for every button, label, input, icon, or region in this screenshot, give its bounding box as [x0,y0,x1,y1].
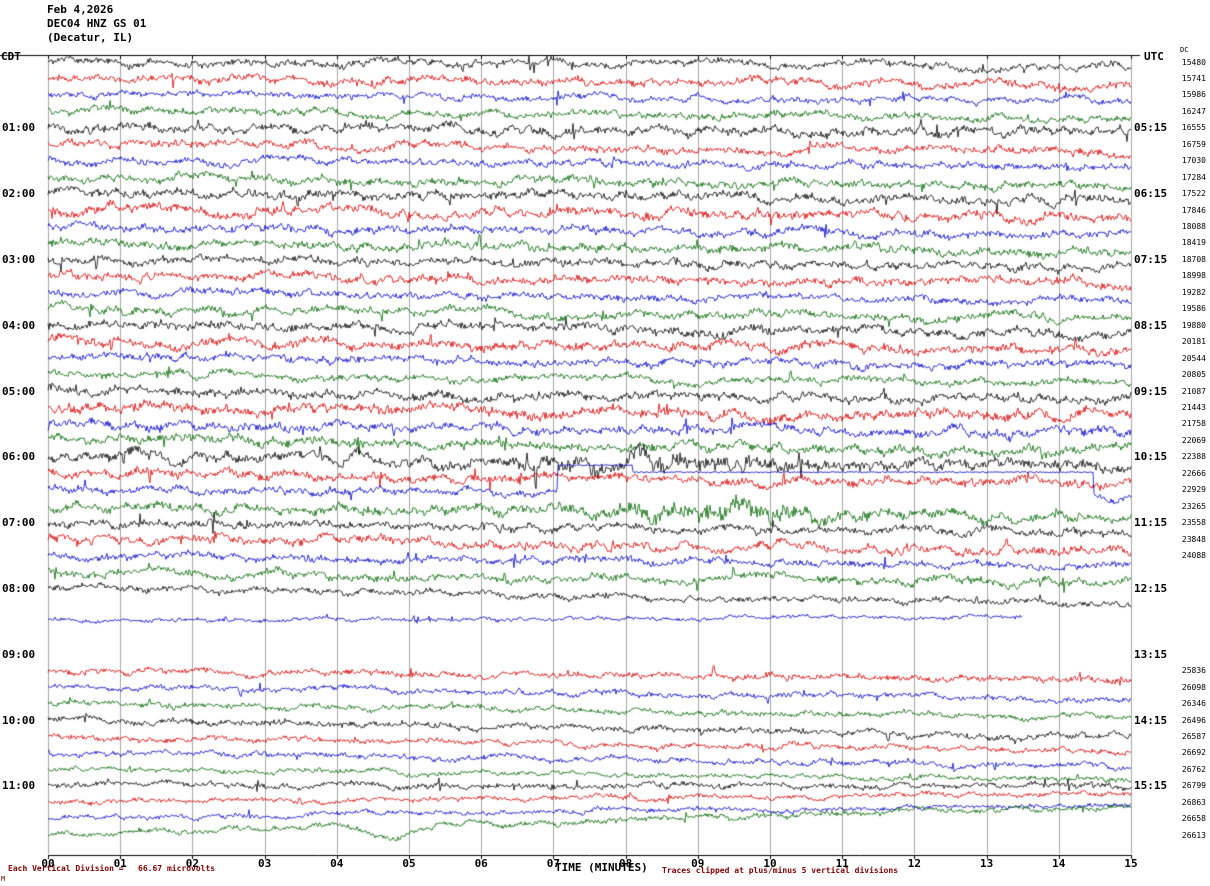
right-timezone-label: UTC [1144,50,1164,63]
clipping-note: Traces clipped at plus/minus 5 vertical … [662,866,899,875]
left-timezone-label: CDT [1,50,21,63]
vertical-division-note: Each Vertical Division = 66.67 microvolt… [8,864,216,873]
x-axis-title: TIME (MINUTES) [555,861,648,874]
header-location: (Decatur, IL) [47,31,134,44]
header-date: Feb 4,2026 [47,3,114,16]
dc-column-header: DC [1180,46,1189,54]
corner-glyph: M [1,875,6,883]
header-station: DEC04 HNZ GS 01 [47,17,147,30]
